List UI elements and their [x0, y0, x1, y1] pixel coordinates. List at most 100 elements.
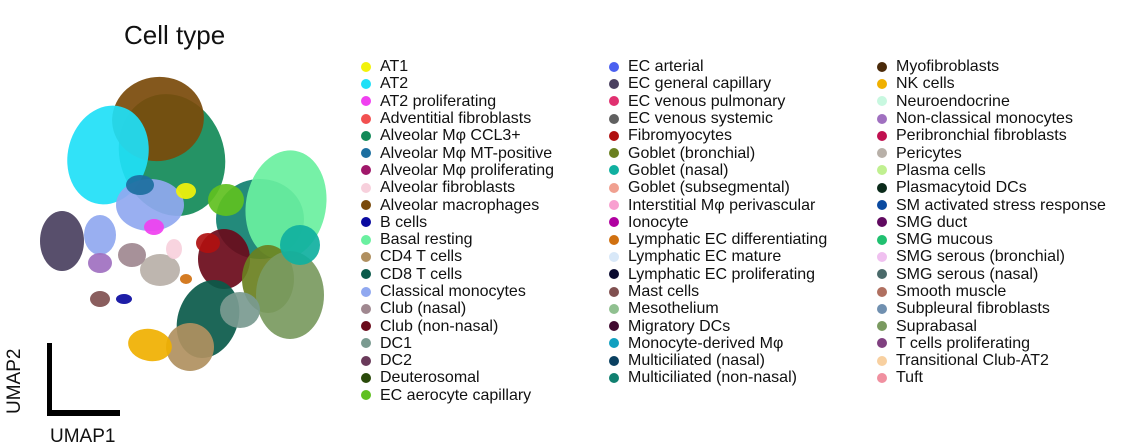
cluster-blob	[196, 233, 220, 253]
legend-item: Non-classical monocytes	[877, 110, 1106, 127]
legend-item: DC2	[361, 352, 554, 369]
legend-item: Myofibroblasts	[877, 58, 1106, 75]
legend-item: Classical monocytes	[361, 283, 554, 300]
legend-label: SMG duct	[896, 213, 968, 231]
legend-item: SMG duct	[877, 214, 1106, 231]
legend-label: Alveolar Mφ CCL3+	[380, 127, 521, 145]
legend-label: Alveolar Mφ MT-positive	[380, 144, 553, 162]
legend-item: EC general capillary	[609, 75, 827, 92]
legend-item: Ionocyte	[609, 214, 827, 231]
legend-item: Club (non-nasal)	[361, 317, 554, 335]
legend-label: Multiciliated (nasal)	[628, 352, 765, 370]
legend-label: Goblet (nasal)	[628, 161, 729, 179]
legend-label: Classical monocytes	[380, 283, 526, 300]
legend-marker	[361, 390, 371, 401]
legend-item: Interstitial Mφ perivascular	[609, 196, 827, 214]
legend-item: Goblet (bronchial)	[609, 144, 827, 162]
legend-label: AT2 proliferating	[380, 92, 497, 110]
legend-marker	[877, 148, 887, 159]
legend-label: Migratory DCs	[628, 317, 731, 335]
legend-item: Alveolar fibroblasts	[361, 179, 554, 196]
legend-label: Lymphatic EC mature	[628, 248, 782, 266]
legend-marker	[877, 217, 887, 228]
legend-label: Suprabasal	[896, 317, 977, 335]
legend-marker	[609, 234, 619, 245]
legend-item: Multiciliated (nasal)	[609, 352, 827, 369]
cluster-blob	[40, 211, 84, 271]
legend-item: Alveolar macrophages	[361, 196, 554, 214]
legend-item: Neuroendocrine	[877, 93, 1106, 110]
legend-item: Migratory DCs	[609, 317, 827, 335]
legend-marker	[609, 269, 619, 280]
legend-item: B cells	[361, 214, 554, 231]
legend-item: SMG serous (nasal)	[877, 266, 1106, 283]
legend-item: Pericytes	[877, 144, 1106, 162]
legend-marker	[609, 200, 619, 211]
legend-item: Lymphatic EC differentiating	[609, 231, 827, 248]
legend-label: CD8 T cells	[380, 265, 463, 283]
legend-label: DC2	[380, 352, 413, 370]
legend-item: Alveolar Mφ CCL3+	[361, 127, 554, 144]
legend-marker	[361, 372, 371, 383]
legend-marker	[361, 355, 371, 366]
legend-label: Mesothelium	[628, 300, 719, 318]
legend-marker	[361, 303, 371, 314]
legend-label: Alveolar Mφ proliferating	[380, 161, 554, 179]
legend-marker	[361, 61, 371, 72]
cluster-blob	[220, 292, 260, 328]
cluster-blob	[256, 251, 324, 339]
legend-item: Deuterosomal	[361, 369, 554, 386]
legend-label: SMG serous (bronchial)	[896, 248, 1065, 266]
legend-marker	[361, 165, 371, 176]
legend-item: NK cells	[877, 75, 1106, 92]
legend-label: Tuft	[896, 369, 923, 387]
legend-label: EC venous pulmonary	[628, 92, 786, 110]
legend-item: Mast cells	[609, 283, 827, 300]
legend-label: Goblet (subsegmental)	[628, 179, 790, 197]
legend-marker	[361, 130, 371, 141]
cluster-blob	[128, 328, 172, 362]
legend-label: EC venous systemic	[628, 110, 773, 128]
legend-marker	[877, 303, 887, 314]
legend-label: Subpleural fibroblasts	[896, 300, 1050, 318]
legend-marker	[609, 96, 619, 107]
legend-label: Plasma cells	[896, 161, 986, 179]
legend-item: EC arterial	[609, 58, 827, 75]
umap1-axis-bar	[47, 410, 120, 416]
legend-label: Mast cells	[628, 283, 700, 300]
legend-label: Club (nasal)	[380, 300, 467, 318]
legend-column-1: AT1 AT2 AT2 proliferating Adventitial fibro…	[361, 58, 554, 404]
legend-marker	[877, 338, 887, 349]
legend-label: DC1	[380, 334, 413, 352]
legend-label: AT2	[380, 75, 409, 93]
legend-label: EC arterial	[628, 58, 704, 76]
legend-marker	[609, 372, 619, 383]
legend-item: Plasmacytoid DCs	[877, 179, 1106, 196]
legend-item: Fibromyocytes	[609, 127, 827, 144]
legend-marker	[609, 355, 619, 366]
legend-marker	[877, 372, 887, 383]
legend-marker	[877, 321, 887, 332]
cluster-blob	[88, 253, 112, 273]
legend-marker	[361, 338, 371, 349]
legend-item: Multiciliated (non-nasal)	[609, 369, 827, 386]
legend-marker	[877, 251, 887, 262]
legend-label: B cells	[380, 213, 428, 231]
legend-item: Plasma cells	[877, 162, 1106, 179]
legend-marker	[361, 269, 371, 280]
legend-item: SMG serous (bronchial)	[877, 248, 1106, 265]
legend-item: Subpleural fibroblasts	[877, 300, 1106, 317]
cluster-blob	[116, 294, 132, 304]
y-axis-label: UMAP2	[4, 348, 25, 414]
legend-item: Tuft	[877, 369, 1106, 386]
legend-label: Smooth muscle	[896, 283, 1007, 300]
legend-label: Basal resting	[380, 231, 473, 249]
legend-marker	[609, 251, 619, 262]
legend-label: Multiciliated (non-nasal)	[628, 369, 797, 387]
legend-label: Transitional Club-AT2	[896, 352, 1049, 370]
legend-label: Alveolar fibroblasts	[380, 179, 516, 197]
legend-label: EC general capillary	[628, 75, 772, 93]
legend-item: Transitional Club-AT2	[877, 352, 1106, 369]
legend-item: Goblet (nasal)	[609, 162, 827, 179]
legend-marker	[609, 286, 619, 297]
